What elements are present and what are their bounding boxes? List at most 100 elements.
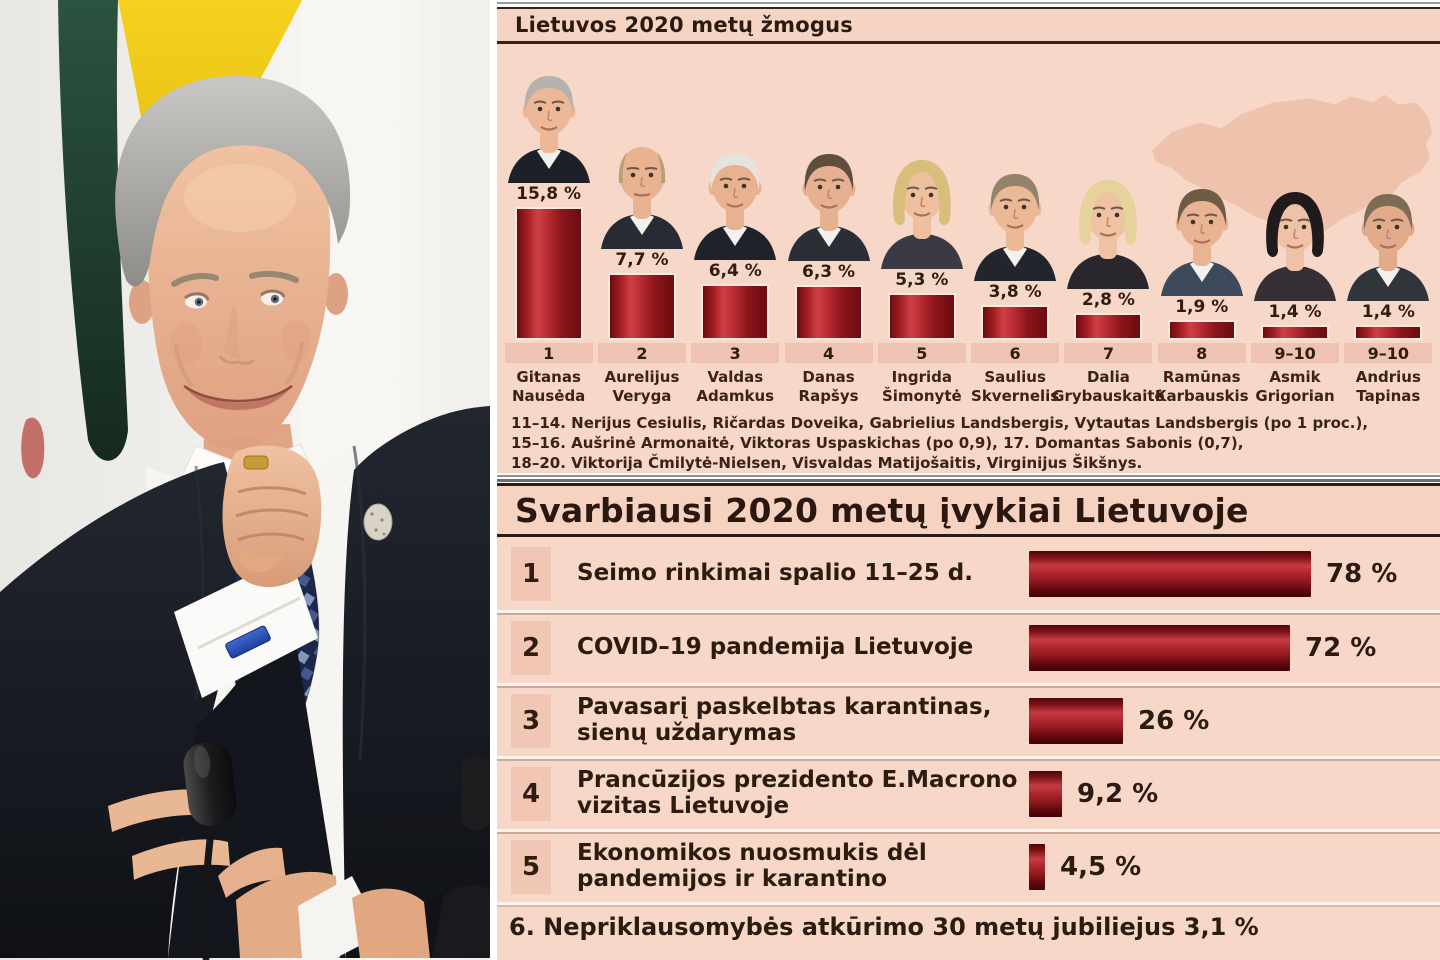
poll-column-veryga: 7,7 % 2 Aurelijus Veryga — [595, 44, 688, 406]
event-rank-badge: 2 — [511, 621, 551, 675]
event-row-4: 4 Prancūzijos prezidento E.Macrono vizit… — [497, 756, 1440, 829]
event-bar — [1029, 844, 1045, 890]
event-rank-badge: 4 — [511, 767, 551, 821]
event-row-3: 3 Pavasarį paskelbtas karantinas, sienų … — [497, 683, 1440, 756]
event-bar-wrap: 72 % — [1029, 625, 1440, 671]
panel-divider — [490, 0, 497, 960]
percent-label: 1,4 % — [1361, 302, 1415, 322]
rank-badge: 3 — [691, 343, 780, 363]
event-row-5: 5 Ekonomikos nuosmukis dėl pandemijos ir… — [497, 829, 1440, 902]
event-percent: 4,5 % — [1060, 852, 1142, 882]
event-bar — [1029, 625, 1290, 671]
footnote-line: 15–16. Aušrinė Armonaitė, Viktoras Uspas… — [511, 434, 1244, 452]
poll-column-nauseda: 15,8 % 1 Gitanas Nausėda — [502, 44, 595, 406]
suit-jacket — [0, 406, 490, 958]
event-bar-wrap: 78 % — [1029, 550, 1440, 597]
event-rank-badge: 1 — [511, 546, 551, 601]
person-name: Dalia Grybauskaitė — [1052, 368, 1165, 405]
event-rank-badge: 5 — [511, 840, 551, 894]
gold-ring — [243, 455, 269, 470]
poll-column-skvernelis: 3,8 % 6 Saulius Skvernelis — [968, 44, 1061, 406]
poll-bar — [1261, 325, 1330, 340]
cufflink — [225, 625, 271, 659]
rank-badge: 9–10 — [1251, 343, 1340, 363]
footnote-line: 18–20. Viktorija Čmilytė-Nielsen, Visval… — [511, 454, 1143, 472]
event-label: Ekonomikos nuosmukis dėl pandemijos ir k… — [577, 840, 927, 892]
poll-header: Lietuvos 2020 metų žmogus — [497, 7, 1440, 44]
rank-badge: 1 — [504, 343, 593, 363]
percent-label: 7,7 % — [615, 250, 669, 270]
events-header: Svarbiausi 2020 metų įvykiai Lietuvoje — [497, 483, 1440, 537]
infographic-panel: Lietuvos 2020 metų žmogus — [497, 0, 1440, 960]
event-bar-wrap: 4,5 % — [1029, 844, 1440, 890]
portrait-aurelijus-veryga — [596, 137, 688, 249]
rank-badge: 6 — [971, 343, 1060, 363]
person-name: Aurelijus Veryga — [604, 368, 680, 405]
rank-badge: 8 — [1157, 343, 1246, 363]
events-title: Svarbiausi 2020 metų įvykiai Lietuvoje — [515, 490, 1249, 530]
event-row-2: 2 COVID–19 pandemija Lietuvoje 72 % — [497, 610, 1440, 683]
percent-label: 2,8 % — [1081, 290, 1135, 310]
poll-chart: 15,8 % 1 Gitanas Nausėda 7,7 % 2 Aureliju… — [497, 44, 1440, 406]
event-percent: 26 % — [1138, 706, 1210, 736]
poll-column-grybauskaite: 2,8 % 7 Dalia Grybauskaitė — [1052, 44, 1165, 406]
second-microphone-icon — [432, 756, 490, 958]
poll-bar — [981, 305, 1050, 340]
percent-label: 15,8 % — [516, 184, 582, 204]
rank-badge: 2 — [597, 343, 686, 363]
poll-bar — [887, 293, 956, 340]
microphone-icon — [183, 741, 237, 960]
rank-badge: 7 — [1064, 343, 1153, 363]
lower-hand — [108, 789, 430, 958]
raised-hand-with-cuff — [174, 445, 322, 698]
percent-label: 1,9 % — [1175, 297, 1229, 317]
rank-badge: 9–10 — [1344, 343, 1433, 363]
section-metallic-rule — [497, 473, 1440, 483]
percent-label: 5,3 % — [895, 270, 949, 290]
portrait-saulius-skvernelis — [969, 169, 1061, 281]
rank-badge: 5 — [877, 343, 966, 363]
portrait-dalia-grybauskaite — [1062, 177, 1154, 289]
portrait-valdas-adamkus — [689, 148, 781, 260]
poll-bar — [1167, 320, 1236, 340]
person-name: Valdas Adamkus — [696, 368, 775, 405]
rank-badge: 4 — [784, 343, 873, 363]
portrait-ingrida-simonyte — [876, 157, 968, 269]
event-label: Pavasarį paskelbtas karantinas, sienų už… — [577, 694, 992, 746]
portrait-andrius-tapinas — [1342, 189, 1434, 301]
event-label: Prancūzijos prezidento E.Macrono vizitas… — [577, 767, 1018, 819]
poll-bar — [607, 273, 676, 340]
event-rank-badge: 3 — [511, 694, 551, 748]
person-name: Andrius Tapinas — [1355, 368, 1421, 405]
poll-bar — [1354, 325, 1423, 340]
poll-title: Lietuvos 2020 metų žmogus — [515, 13, 853, 37]
poll-column-grigorian: 1,4 % 9–10 Asmik Grigorian — [1248, 44, 1341, 406]
portrait-gitanas-nauseda — [503, 71, 595, 183]
footnote-line: 11–14. Nerijus Cesiulis, Ričardas Doveik… — [511, 414, 1369, 432]
event-percent: 9,2 % — [1077, 779, 1159, 809]
photo-gitanas-nauseda — [0, 0, 490, 960]
person-name: Saulius Skvernelis — [971, 368, 1060, 405]
vytis-lapel-pin — [363, 503, 393, 541]
percent-label: 1,4 % — [1268, 302, 1322, 322]
percent-label: 6,4 % — [708, 261, 762, 281]
lithuania-map-silhouette — [1151, 94, 1433, 238]
poll-column-adamkus: 6,4 % 3 Valdas Adamkus — [689, 44, 782, 406]
event-bar — [1029, 550, 1311, 597]
events-footer-item-6: 6. Nepriklausomybės atkūrimo 30 metų jub… — [497, 902, 1440, 941]
poll-column-rapsys: 6,3 % 4 Danas Rapšys — [782, 44, 875, 406]
poll-bar — [1074, 313, 1143, 340]
poll-footnote: 11–14. Nerijus Cesiulis, Ričardas Doveik… — [497, 406, 1440, 473]
person-name: Asmik Grigorian — [1255, 368, 1335, 405]
gray-hair — [115, 75, 351, 287]
poll-bar — [514, 207, 583, 340]
person-name: Gitanas Nausėda — [511, 368, 586, 405]
portrait-danas-rapsys — [783, 149, 875, 261]
event-row-1: 1 Seimo rinkimai spalio 11–25 d. 78 % — [497, 537, 1440, 610]
poll-column-tapinas: 1,4 % 9–10 Andrius Tapinas — [1342, 44, 1435, 406]
poll-column-karbauskis: 1,9 % 8 Ramūnas Karbauskis — [1155, 44, 1249, 406]
person-name: Danas Rapšys — [798, 368, 859, 405]
top-metallic-rule — [497, 0, 1440, 7]
portrait-asmik-grigorian — [1249, 189, 1341, 301]
